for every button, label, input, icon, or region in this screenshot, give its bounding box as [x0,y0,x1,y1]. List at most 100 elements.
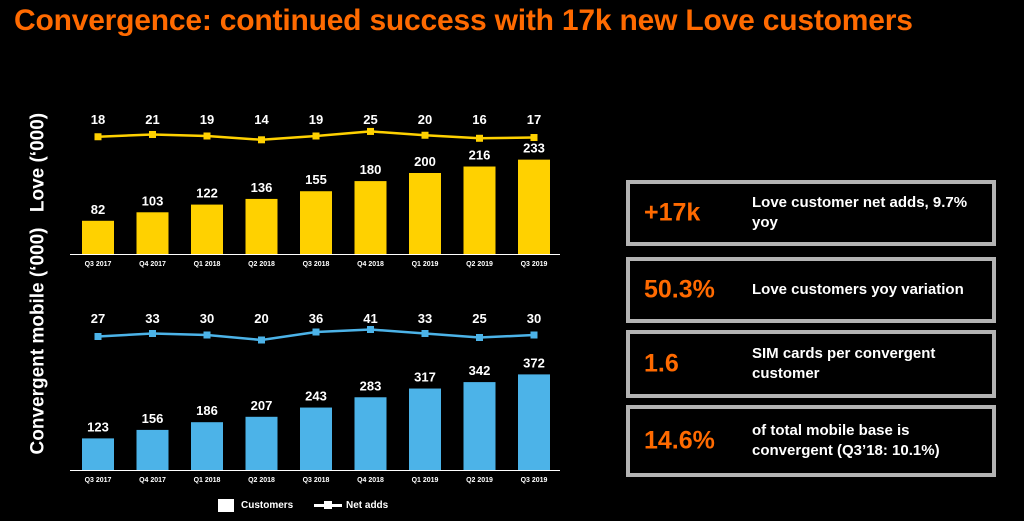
convergent-category-label: Q4 2018 [357,477,384,484]
legend-customers-swatch [218,499,234,512]
love-bar-value-label: 180 [360,162,382,177]
love-net-adds-point [312,132,320,140]
love-bar-value-label: 103 [142,193,164,208]
love-net-adds-point [367,127,374,135]
love-category-label: Q3 2019 [521,261,548,268]
love-bar [354,181,387,254]
convergent-net-adds-value-label: 41 [363,311,377,326]
convergent-bar-value-label: 207 [251,398,273,413]
love-bar [518,159,550,254]
convergent-category-label: Q3 2017 [85,477,112,484]
kpi-description: Love customer net adds, 9.7% yoy [752,194,968,231]
convergent-category-label: Q1 2019 [412,477,439,484]
love-net-adds-value-label: 18 [91,112,105,127]
love-category-label: Q2 2018 [248,261,275,268]
convergent-bar [409,388,441,470]
kpi-value: 50.3% [644,275,715,304]
love-net-adds-value-label: 21 [145,112,159,127]
convergent-net-adds-value-label: 30 [200,311,214,326]
love-bar [191,204,223,254]
convergent-category-label: Q4 2017 [139,477,166,484]
love-category-label: Q1 2018 [194,261,221,268]
convergent-net-adds-point [476,334,483,341]
convergent-net-adds-point [149,330,156,337]
love-net-adds-point [421,131,429,139]
legend-net-adds-marker [324,501,332,509]
love-bar-value-label: 82 [91,202,105,217]
love-net-adds-value-label: 14 [254,112,269,127]
convergent-bar [191,422,223,470]
love-net-adds-point [476,134,483,142]
love-bar-value-label: 216 [469,148,491,163]
love-bar-value-label: 122 [196,186,218,201]
kpi-box-sim-cards: 1.6 SIM cards per convergent customer [626,330,996,398]
convergent-bar [354,397,387,470]
love-net-adds-value-label: 19 [309,112,323,127]
convergent-bar-value-label: 123 [87,419,109,434]
kpi-box-love-net-adds: +17k Love customer net adds, 9.7% yoy [626,180,996,246]
convergent-bar-value-label: 317 [414,370,436,385]
love-category-label: Q3 2017 [85,261,112,268]
convergent-category-label: Q1 2018 [194,477,221,484]
convergent-net-adds-value-label: 20 [254,311,268,326]
convergent-bar [463,382,496,470]
love-net-adds-value-label: 25 [363,112,377,127]
love-bar [136,212,169,254]
convergent-net-adds-point [312,328,320,336]
kpi-box-convergent-share: 14.6% of total mobile base is convergent… [626,405,996,477]
convergent-net-adds-value-label: 33 [145,311,159,326]
convergent-category-label: Q3 2018 [303,477,330,484]
love-category-label: Q4 2017 [139,261,166,268]
legend-customers-label: Customers [241,500,294,511]
kpi-description: Love customers yoy variation [752,281,964,298]
convergent-net-adds-value-label: 36 [309,311,323,326]
kpi-value: +17k [644,198,701,227]
love-net-adds-value-label: 17 [527,112,541,127]
convergent-net-adds-point [258,336,265,344]
kpi-value: 14.6% [644,426,715,455]
convergent-category-label: Q2 2019 [466,477,493,484]
love-bar-value-label: 155 [305,172,327,187]
convergent-bar-value-label: 372 [523,355,545,370]
love-net-adds-point [530,134,538,142]
kpi-value: 1.6 [644,349,679,378]
convergent-net-adds-point [530,331,538,339]
convergent-net-adds-point [367,326,374,333]
legend-net-adds-label: Net adds [346,500,389,511]
kpi-description: SIM cards per convergent customer [752,345,936,382]
convergent-bar-value-label: 243 [305,389,327,404]
convergent-net-adds-point [421,330,429,337]
convergent-bar [136,429,169,470]
love-net-adds-value-label: 16 [472,112,486,127]
convergent-bar-value-label: 156 [142,411,164,426]
love-net-adds-point [203,132,211,140]
convergent-category-label: Q3 2019 [521,477,548,484]
love-net-adds-value-label: 19 [200,112,214,127]
convergent-net-adds-value-label: 25 [472,311,486,326]
convergent-net-adds-value-label: 33 [418,311,432,326]
love-bar-value-label: 233 [523,141,545,156]
love-net-adds-point [258,136,265,144]
love-net-adds-point [94,133,102,141]
love-bar-value-label: 200 [414,154,436,169]
kpi-description: of total mobile base is convergent (Q3’1… [752,422,940,459]
love-bar [463,166,496,254]
love-category-label: Q3 2018 [303,261,330,268]
convergent-net-adds-value-label: 27 [91,311,105,326]
love-bar [409,173,441,254]
convergent-net-adds-point [203,331,211,339]
love-category-label: Q1 2019 [412,261,439,268]
convergent-bar [300,407,332,470]
love-bar-value-label: 136 [251,180,273,195]
love-bar [245,198,278,254]
convergent-net-adds-point [94,333,102,340]
love-bar [82,220,114,254]
love-bar [300,191,332,254]
convergent-bar-value-label: 283 [360,378,382,393]
love-category-label: Q4 2018 [357,261,384,268]
page-title: Convergence: continued success with 17k … [14,4,913,37]
love-category-label: Q2 2019 [466,261,493,268]
convergent-net-adds-value-label: 30 [527,311,541,326]
love-net-adds-value-label: 20 [418,112,432,127]
